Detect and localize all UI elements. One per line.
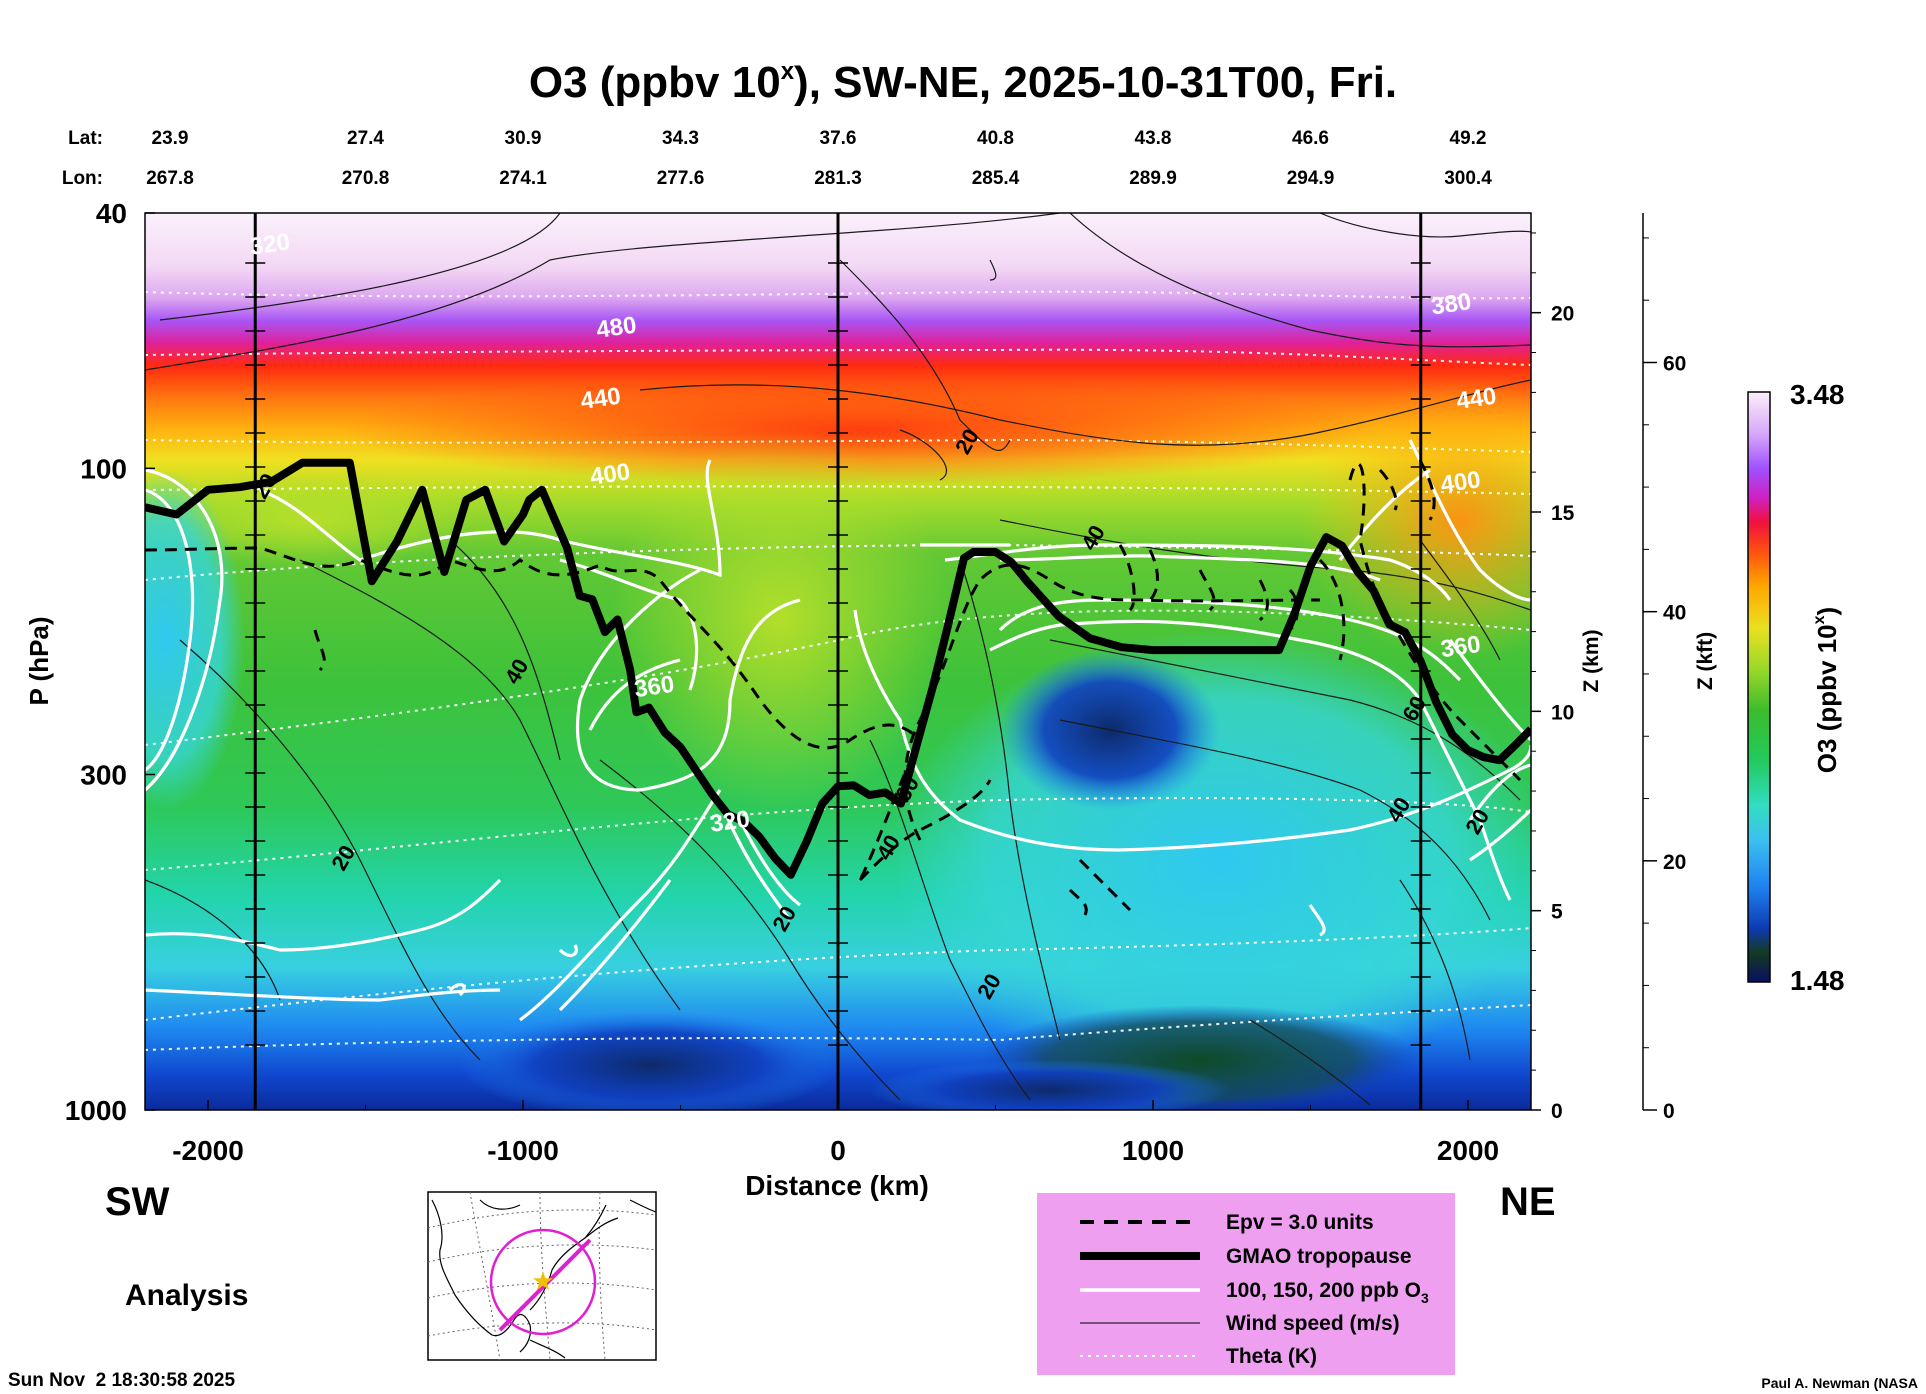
lon-value: 270.8	[342, 168, 390, 189]
map-domain-circle	[489, 1228, 597, 1336]
ozone-blue-surface	[870, 1060, 1230, 1110]
chart-title: O3 (ppbv 10x), SW-NE, 2025-10-31T00, Fri…	[529, 58, 1397, 107]
legend-theta-label: Theta (K)	[1226, 1345, 1317, 1368]
z-km-axis: 0 5 10 15 20	[1531, 232, 1575, 1123]
colorbar-label: O3 (ppbv 10x)	[1811, 607, 1842, 773]
x-axis: -2000 -1000 0 1000 2000	[172, 1100, 1499, 1166]
legend: Epv = 3.0 units GMAO tropopause 100, 150…	[1037, 1193, 1455, 1375]
colorbar-min-label: 1.48	[1790, 965, 1845, 996]
theta-label: 380	[1429, 288, 1472, 320]
z-kft-tick-label: 60	[1663, 353, 1686, 376]
sw-label: SW	[105, 1180, 170, 1224]
title-sup: x	[781, 58, 795, 85]
legend-o3-label: 100, 150, 200 ppb O3	[1226, 1279, 1429, 1306]
map-center-star-icon: ★	[531, 1266, 554, 1296]
z-kft-axis-label: Z (kft)	[1694, 632, 1717, 690]
z-kft-tick-label: 40	[1663, 602, 1686, 625]
lat-value: 37.6	[820, 128, 857, 149]
ne-label: NE	[1500, 1180, 1556, 1224]
y-axis: 40 100 300 1000	[65, 198, 155, 1126]
lat-value: 46.6	[1292, 128, 1329, 149]
ozone-blue-lower	[460, 1010, 840, 1110]
lat-value: 30.9	[505, 128, 542, 149]
y-tick-label: 40	[96, 198, 127, 229]
legend-o3-sub: 3	[1421, 1290, 1429, 1306]
legend-epv-label: Epv = 3.0 units	[1226, 1211, 1374, 1234]
lon-label: Lon:	[62, 168, 103, 189]
colorbar-max-label: 3.48	[1790, 379, 1845, 410]
ozone-yellow-center	[610, 430, 950, 810]
lon-values: 267.8 270.8 274.1 277.6 281.3 285.4 289.9 294.9…	[146, 168, 1492, 189]
lat-label: Lat:	[68, 128, 103, 149]
x-tick-label: -2000	[172, 1135, 244, 1166]
lat-value: 40.8	[977, 128, 1014, 149]
legend-tropopause-label: GMAO tropopause	[1226, 1245, 1412, 1268]
z-kft-axis: 0 20 40 60	[1642, 213, 1686, 1123]
theta-label: 440	[579, 383, 622, 415]
map-coastlines	[431, 1199, 657, 1359]
theta-label: 400	[588, 458, 631, 490]
ozone-red-band	[340, 375, 1380, 485]
lon-value: 277.6	[657, 168, 705, 189]
z-km-tick-label: 0	[1551, 1100, 1563, 1123]
timestamp: Sun Nov 2 18:30:58 2025	[8, 1370, 235, 1391]
z-km-axis-label: Z (km)	[1580, 630, 1603, 693]
z-km-tick-label: 5	[1551, 901, 1563, 924]
x-tick-label: 0	[830, 1135, 846, 1166]
map-graticule	[427, 1191, 657, 1361]
title-rest: ), SW-NE, 2025-10-31T00, Fri.	[794, 58, 1397, 107]
theta-label: 360	[633, 671, 676, 703]
lat-value: 43.8	[1135, 128, 1172, 149]
map-transect-line	[498, 1238, 592, 1332]
x-axis-label: Distance (km)	[745, 1170, 929, 1201]
y-axis-label: P (hPa)	[24, 616, 54, 705]
z-km-tick-label: 10	[1551, 701, 1574, 724]
lon-value: 294.9	[1287, 168, 1335, 189]
legend-wind-label: Wind speed (m/s)	[1226, 1312, 1400, 1335]
theta-label: 440	[1455, 383, 1498, 415]
y-tick-label: 1000	[65, 1095, 127, 1126]
y-tick-label: 100	[80, 453, 127, 484]
theta-label: 360	[1439, 631, 1482, 663]
colorbar-label-rest: )	[1812, 607, 1842, 616]
lat-value: 34.3	[662, 128, 699, 149]
lat-value: 49.2	[1450, 128, 1487, 149]
lat-value: 27.4	[347, 128, 384, 149]
lon-value: 289.9	[1129, 168, 1177, 189]
colorbar	[1747, 391, 1771, 983]
lat-value: 23.9	[152, 128, 189, 149]
vertical-markers	[245, 213, 1431, 1110]
latlon-header: Lat: Lon: 23.9 27.4 30.9 34.3 37.6 40.8 43.8 46…	[62, 128, 1492, 189]
inset-map: ★	[427, 1191, 657, 1361]
lon-value: 267.8	[146, 168, 194, 189]
theta-labels: 480 440 400 360 320 440 400 360 320 380	[248, 228, 1498, 838]
analysis-label: Analysis	[125, 1279, 248, 1312]
x-tick-label: -1000	[487, 1135, 559, 1166]
lon-value: 285.4	[972, 168, 1020, 189]
credit: Paul A. Newman (NASA	[1761, 1375, 1918, 1391]
wind-contours	[145, 213, 1531, 1106]
inset-map-frame	[427, 1191, 657, 1361]
colorbar-label-sup: x	[1811, 615, 1828, 624]
lon-value: 281.3	[814, 168, 862, 189]
z-km-tick-label: 20	[1551, 303, 1574, 326]
theta-label: 320	[248, 228, 291, 260]
x-tick-label: 2000	[1437, 1135, 1499, 1166]
theta-label: 480	[595, 312, 638, 344]
y-tick-label: 300	[80, 759, 127, 790]
title-main: O3 (ppbv 10	[529, 58, 781, 107]
lat-values: 23.9 27.4 30.9 34.3 37.6 40.8 43.8 46.6 49.2	[152, 128, 1487, 149]
theta-label: 400	[1439, 466, 1482, 498]
z-km-tick-label: 15	[1551, 502, 1575, 525]
lon-value: 300.4	[1444, 168, 1492, 189]
colorbar-label-main: O3 (ppbv 10	[1812, 624, 1842, 773]
theta-label: 320	[708, 806, 751, 838]
z-kft-tick-label: 20	[1663, 851, 1686, 874]
x-tick-label: 1000	[1122, 1135, 1184, 1166]
legend-o3-main: 100, 150, 200 ppb O	[1226, 1279, 1421, 1302]
z-kft-tick-label: 0	[1663, 1100, 1675, 1123]
lon-value: 274.1	[499, 168, 547, 189]
